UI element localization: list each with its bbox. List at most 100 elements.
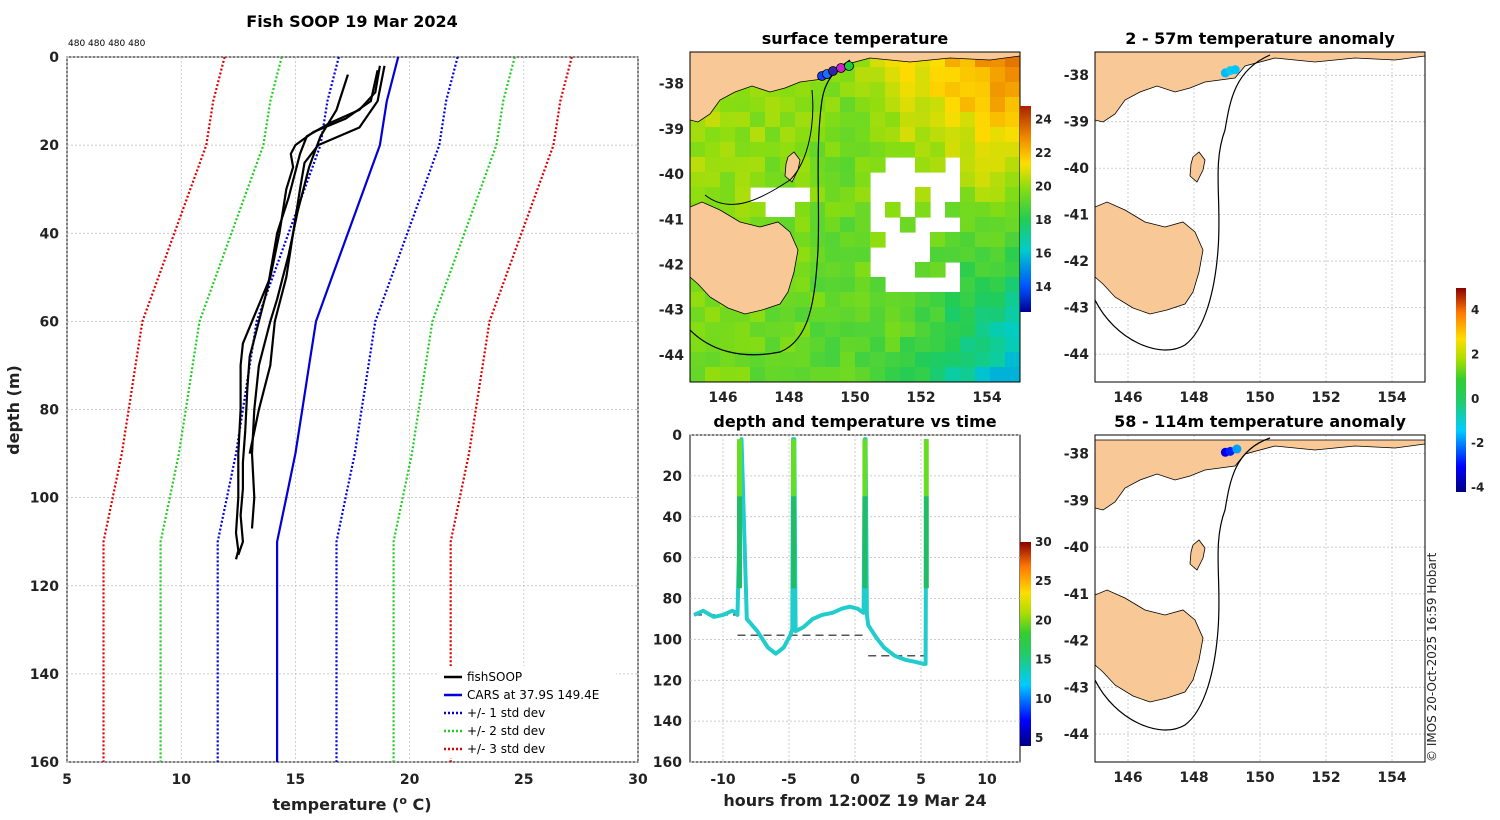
sst-cell <box>705 127 721 143</box>
sst-cell <box>750 157 766 173</box>
profile-title: Fish SOOP 19 Mar 2024 <box>246 12 457 31</box>
sst-cell <box>855 202 871 218</box>
sst-cell <box>690 157 706 173</box>
sst-cell <box>720 127 736 143</box>
ts-ytick-label: 140 <box>653 714 682 730</box>
sst-cell <box>855 367 871 382</box>
sst-cell <box>810 202 826 218</box>
sst-cell <box>765 367 781 382</box>
sst-cell <box>705 367 721 382</box>
anomaly1-point <box>1230 65 1240 75</box>
sst-cell <box>900 142 916 158</box>
ts-ytick-label: 100 <box>653 632 682 648</box>
sst-cell <box>870 232 886 248</box>
sst-cell <box>900 67 916 83</box>
sst-cell <box>990 367 1006 382</box>
legend-label: CARS at 37.9S 149.4E <box>467 688 599 702</box>
sst-cell <box>855 352 871 368</box>
sst-cell <box>825 367 841 382</box>
sst-cell <box>810 367 826 382</box>
sst-cell <box>1005 187 1020 203</box>
sst-cell <box>840 142 856 158</box>
sst-contour-2 <box>704 89 814 205</box>
profile-xlabel: temperature (o C) <box>272 794 431 814</box>
sst-cell <box>795 292 811 308</box>
sst-cell <box>720 352 736 368</box>
sst-cell <box>930 367 946 382</box>
sst-cell <box>990 142 1006 158</box>
profile-xtick-label: 20 <box>400 772 420 788</box>
sst-cell <box>810 337 826 353</box>
sst-cell <box>990 262 1006 278</box>
sst-cell <box>810 127 826 143</box>
sst-cell <box>705 307 721 323</box>
anomaly2-ytick-label: -42 <box>1064 634 1089 650</box>
sst-cell <box>990 292 1006 308</box>
sst-cell <box>1005 292 1020 308</box>
sst-cell <box>990 337 1006 353</box>
sst-cell <box>855 142 871 158</box>
anomaly2-xtick-label: 146 <box>1113 770 1142 786</box>
sst-cell <box>900 367 916 382</box>
sst-cell <box>900 217 916 233</box>
sst-cell <box>975 337 991 353</box>
sst-cell <box>870 352 886 368</box>
sst-cell <box>1005 322 1020 338</box>
sst-cell <box>945 142 961 158</box>
std-dev-line <box>335 57 459 762</box>
sst-cell <box>915 337 931 353</box>
sst-cell <box>690 187 706 203</box>
ts-xtick-label: 0 <box>850 772 860 788</box>
sst-cell <box>780 127 796 143</box>
sst-cell <box>855 322 871 338</box>
ts-xtick-label: -5 <box>781 772 797 788</box>
anomaly2-ytick-label: -44 <box>1064 727 1090 743</box>
sst-cell <box>825 232 841 248</box>
sst-cell <box>690 322 706 338</box>
sst-cell <box>960 202 976 218</box>
anomaly2-ytick-label: -39 <box>1064 493 1089 509</box>
sst-cell <box>960 217 976 233</box>
profile-legend: fishSOOP CARS at 37.9S 149.4E +/- 1 std de… <box>438 666 616 758</box>
sst-cell <box>855 232 871 248</box>
sst-cell <box>720 97 736 113</box>
sst-cell <box>690 292 706 308</box>
sst-cell <box>870 82 886 98</box>
sst-cell <box>840 157 856 173</box>
sst-cell <box>735 127 751 143</box>
sst-cell <box>945 82 961 98</box>
ts-colorbar <box>1020 542 1031 746</box>
sst-cell <box>900 82 916 98</box>
sst-cell <box>960 337 976 353</box>
std-dev-line <box>449 57 573 762</box>
sst-xtick-label: 152 <box>906 390 935 406</box>
sst-cell <box>840 232 856 248</box>
sst-cell <box>840 367 856 382</box>
sst-cell <box>930 67 946 83</box>
sst-cell <box>840 217 856 233</box>
sst-cell <box>945 127 961 143</box>
ts-gridlines <box>690 434 1020 763</box>
profile-ytick-label: 0 <box>49 50 59 66</box>
sst-cell <box>750 142 766 158</box>
std-dev-line <box>159 57 283 762</box>
anomaly1-ytick-label: -39 <box>1064 115 1089 131</box>
sst-cell <box>930 112 946 128</box>
profile-ytick-label: 20 <box>40 138 60 154</box>
sst-cell <box>975 187 991 203</box>
profile-ticks: 5 10 15 20 25 30 0 20 40 60 80 100 120 140 160 <box>30 50 648 788</box>
ts-colorbar-tick-label: 20 <box>1035 613 1052 627</box>
ts-ytick-label: 160 <box>653 755 682 771</box>
anomaly1-xtick-label: 148 <box>1179 390 1208 406</box>
sst-cell <box>825 307 841 323</box>
profile-ytick-label: 160 <box>30 755 59 771</box>
sst-cell <box>795 232 811 248</box>
sst-cell <box>825 112 841 128</box>
sst-cell <box>855 127 871 143</box>
sst-cell <box>825 322 841 338</box>
sst-cell <box>690 307 706 323</box>
sst-cell <box>990 352 1006 368</box>
ts-xtick-label: 10 <box>977 772 997 788</box>
sst-colorbar-tick-label: 22 <box>1035 146 1052 160</box>
sst-cell <box>975 202 991 218</box>
